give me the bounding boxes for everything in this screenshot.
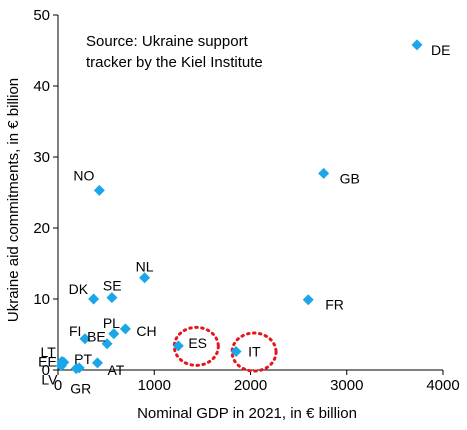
y-tick-label: 20 [33,220,50,237]
x-tick-label: 1000 [138,377,171,394]
y-tick-label: 30 [33,149,50,166]
x-tick-label: 2000 [234,377,267,394]
point-it [230,346,242,358]
point-label-fr: FR [325,297,344,313]
point-label-at: AT [107,362,124,378]
point-fr [302,294,314,306]
y-tick-label: 50 [33,7,50,24]
point-no [93,184,105,196]
point-label-lv: LV [41,372,58,388]
point-label-no: NO [73,167,94,183]
point-label-pt: PT [74,351,92,367]
point-label-fi: FI [69,323,81,339]
point-lv [55,360,67,372]
y-tick-label: 40 [33,78,50,95]
point-label-be: BE [87,329,106,345]
point-se [106,292,118,304]
y-axis-ticks: 0 10 20 30 40 50 [33,7,58,379]
x-tick-label: 3000 [330,377,363,394]
highlight-circle-es [172,325,220,367]
point-at [91,357,103,369]
point-label-gr: GR [70,381,91,397]
x-axis-title: Nominal GDP in 2021, in € billion [137,405,357,422]
point-label-se: SE [103,278,122,294]
point-label-lt: LT [40,344,56,360]
y-axis-title: Ukraine aid commitments, in € billion [5,78,22,322]
data-points [55,39,423,375]
x-tick-label: 0 [54,377,62,394]
highlight-circle-it [230,331,278,373]
highlight-circles [172,325,278,373]
point-label-it: IT [248,344,261,360]
point-label-dk: DK [69,281,89,297]
point-label-de: DE [431,42,450,58]
point-nl [139,272,151,284]
y-tick-label: 10 [33,291,50,308]
point-label-pl: PL [103,315,120,331]
point-be [101,338,113,350]
y-tick-label: 0 [42,362,50,379]
point-ch [119,323,131,335]
source-note: Source: Ukraine support tracker by the K… [86,33,263,71]
point-label-ch: CH [136,323,156,339]
point-label-gb: GB [340,170,360,186]
point-label-es: ES [188,335,207,351]
source-note-line-1: Source: Ukraine support [86,33,249,50]
point-de [411,39,423,51]
x-tick-label: 4000 [426,377,459,394]
point-pl [108,328,120,340]
point-label-ee: EE [38,353,57,369]
point-gr [70,363,82,375]
source-note-line-2: tracker by the Kiel Institute [86,54,263,71]
point-gb [318,167,330,179]
point-es [172,340,184,352]
point-label-nl: NL [136,259,154,275]
point-fi [79,333,91,345]
point-dk [88,293,100,305]
